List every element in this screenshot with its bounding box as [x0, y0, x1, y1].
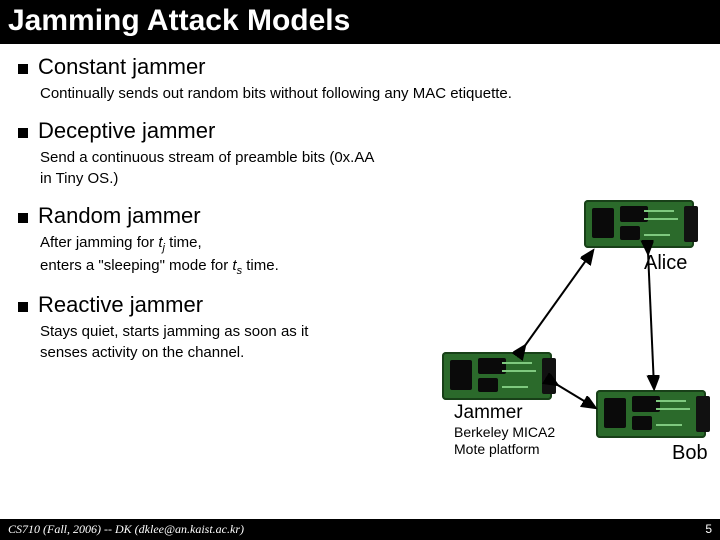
section-title: Constant jammer: [38, 54, 206, 80]
text: After jamming for: [40, 234, 158, 251]
section-body: Send a continuous stream of preamble bit…: [40, 148, 380, 189]
arrows-svg: [414, 192, 714, 452]
section-title: Reactive jammer: [38, 292, 203, 318]
section-deceptive: Deceptive jammer Send a continuous strea…: [18, 118, 702, 189]
section-body: Continually sends out random bits withou…: [40, 84, 700, 104]
title-bar: Jamming Attack Models: [0, 0, 720, 44]
section-title: Deceptive jammer: [38, 118, 215, 144]
bullet-icon: [18, 64, 28, 74]
text: time.: [242, 257, 279, 274]
bullet-icon: [18, 128, 28, 138]
text: enters a "sleeping" mode for: [40, 257, 232, 274]
section-constant: Constant jammer Continually sends out ra…: [18, 54, 702, 104]
section-body: After jamming for tj time, enters a "sle…: [40, 233, 340, 279]
footer: CS710 (Fall, 2006) -- DK (dklee@an.kaist…: [0, 519, 720, 540]
text: time,: [165, 234, 202, 251]
mote-diagram: Alice Jammer: [414, 192, 714, 452]
slide: Jamming Attack Models Constant jammer Co…: [0, 0, 720, 540]
page-number: 5: [705, 522, 712, 537]
slide-title: Jamming Attack Models: [8, 4, 712, 38]
bullet-icon: [18, 213, 28, 223]
footer-text: CS710 (Fall, 2006) -- DK (dklee@an.kaist…: [8, 522, 244, 537]
section-body: Stays quiet, starts jamming as soon as i…: [40, 322, 340, 363]
content-area: Constant jammer Continually sends out ra…: [0, 44, 720, 363]
section-title: Random jammer: [38, 203, 201, 229]
bullet-icon: [18, 302, 28, 312]
